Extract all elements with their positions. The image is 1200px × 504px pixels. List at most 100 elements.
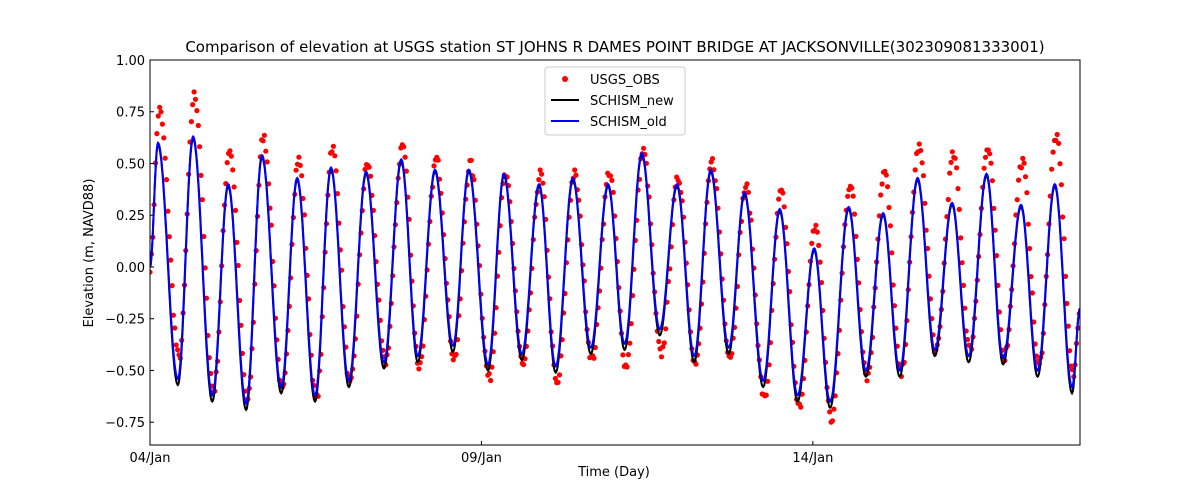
obs-point xyxy=(536,177,542,183)
obs-point xyxy=(663,326,669,332)
obs-point xyxy=(988,160,994,166)
plot-frame xyxy=(149,59,1081,446)
plot-series xyxy=(150,89,1080,425)
obs-point xyxy=(958,235,964,241)
obs-point xyxy=(1027,245,1033,252)
obs-point xyxy=(1022,174,1029,180)
obs-point xyxy=(745,189,752,195)
obs-point xyxy=(293,167,299,173)
obs-point xyxy=(332,153,338,159)
obs-point xyxy=(173,342,179,348)
obs-point xyxy=(366,164,372,170)
obs-point xyxy=(201,233,207,240)
obs-point xyxy=(918,147,924,154)
obs-point xyxy=(656,338,662,345)
obs-point xyxy=(486,371,492,377)
obs-point xyxy=(780,190,786,196)
obs-point xyxy=(435,157,441,163)
legend-box xyxy=(544,66,686,136)
obs-point xyxy=(197,144,203,150)
obs-point xyxy=(624,364,630,370)
obs-point xyxy=(1014,197,1020,203)
obs-point xyxy=(1050,149,1056,155)
obs-point xyxy=(202,265,208,271)
obs-point xyxy=(965,336,971,343)
obs-point xyxy=(886,204,892,211)
obs-point xyxy=(989,178,996,184)
obs-point xyxy=(981,165,987,171)
obs-point xyxy=(609,177,615,183)
y-tick-label: 1.00 xyxy=(116,54,145,69)
obs-point xyxy=(260,138,266,144)
obs-point xyxy=(660,344,666,350)
obs-point xyxy=(572,167,578,173)
obs-point xyxy=(329,149,335,155)
obs-point xyxy=(450,357,456,363)
obs-point xyxy=(591,355,597,361)
obs-point xyxy=(232,207,239,213)
obs-point xyxy=(607,173,614,179)
x-tick-label: 09/Jan xyxy=(461,451,502,466)
obs-point xyxy=(555,379,561,385)
obs-point xyxy=(230,167,236,173)
obs-point xyxy=(556,372,563,378)
legend-obs-label: USGS_OBS xyxy=(590,73,660,88)
obs-point xyxy=(150,269,153,275)
obs-point xyxy=(814,229,820,235)
obs-point xyxy=(816,242,822,248)
obs-point xyxy=(960,282,967,288)
obs-point xyxy=(620,352,626,358)
obs-point xyxy=(849,185,855,191)
obs-point xyxy=(161,135,167,141)
obs-point xyxy=(1065,323,1071,329)
obs-point xyxy=(155,113,161,119)
obs-point xyxy=(959,260,965,266)
obs-point xyxy=(864,378,870,384)
obs-point xyxy=(402,154,408,160)
obs-point xyxy=(227,148,233,154)
obs-point xyxy=(765,378,771,384)
obs-point xyxy=(1061,236,1067,242)
obs-point xyxy=(297,162,303,168)
obs-point xyxy=(661,340,667,346)
obs-point xyxy=(168,257,174,263)
obs-point xyxy=(1062,273,1069,279)
obs-point xyxy=(431,163,437,169)
obs-point xyxy=(798,404,804,410)
obs-point xyxy=(231,184,237,190)
x-tick-label: 14/Jan xyxy=(792,451,833,466)
obs-point xyxy=(228,153,234,159)
obs-point xyxy=(781,204,787,210)
obs-point xyxy=(175,347,181,353)
obs-point xyxy=(628,321,634,327)
x-axis-label: Time (Day) xyxy=(577,465,650,480)
obs-point xyxy=(809,240,815,246)
y-tick-label: −0.50 xyxy=(105,364,145,379)
obs-point xyxy=(488,377,494,384)
obs-point xyxy=(263,148,269,154)
obs-point xyxy=(889,250,895,256)
obs-point xyxy=(851,211,858,217)
obs-point xyxy=(453,351,459,357)
obs-point xyxy=(330,143,336,149)
obs-point xyxy=(468,157,474,163)
obs-point xyxy=(1028,274,1034,280)
obs-point xyxy=(264,159,270,165)
obs-point xyxy=(1060,214,1066,220)
obs-point xyxy=(194,108,200,114)
obs-point xyxy=(885,184,891,190)
obs-point xyxy=(956,206,962,212)
obs-point xyxy=(154,131,160,137)
obs-point xyxy=(987,151,993,157)
obs-point xyxy=(172,325,178,331)
obs-point xyxy=(954,165,960,171)
obs-point xyxy=(776,196,782,202)
obs-point xyxy=(916,141,922,147)
legend: USGS_OBS SCHISM_new SCHISM_old xyxy=(544,66,686,136)
obs-point xyxy=(1016,177,1022,183)
obs-point xyxy=(1064,300,1070,307)
obs-point xyxy=(170,312,176,318)
obs-point xyxy=(641,145,647,151)
obs-point xyxy=(1018,165,1024,171)
